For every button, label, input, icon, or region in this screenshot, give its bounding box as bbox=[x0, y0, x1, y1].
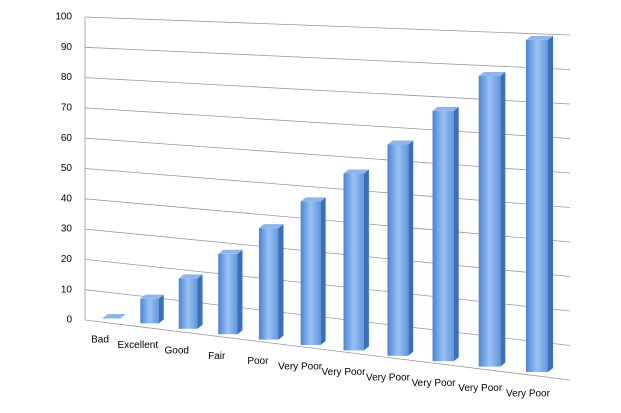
bar-side bbox=[453, 106, 459, 362]
bar-top bbox=[300, 197, 326, 202]
y-tick-label: 50 bbox=[61, 163, 73, 174]
y-tick-label: 90 bbox=[61, 42, 73, 53]
bar bbox=[103, 314, 126, 319]
bar bbox=[387, 140, 414, 356]
bar-top bbox=[178, 274, 203, 279]
y-tick-label: 10 bbox=[61, 284, 73, 295]
y-tick-label: 0 bbox=[66, 315, 72, 326]
x-tick-label: Good bbox=[164, 345, 188, 356]
bar bbox=[140, 294, 164, 324]
bar-front bbox=[343, 173, 364, 351]
bar-front bbox=[478, 75, 501, 367]
bar bbox=[432, 106, 459, 362]
bar-front bbox=[526, 39, 548, 372]
bar bbox=[300, 197, 326, 345]
x-tick-label: Very Poor bbox=[412, 378, 457, 389]
bar bbox=[258, 224, 284, 340]
bar-side bbox=[363, 169, 369, 351]
y-tick-label: 30 bbox=[61, 224, 73, 235]
grid-line bbox=[84, 16, 571, 36]
bar-side bbox=[237, 249, 243, 335]
x-tick-label: Very Poor bbox=[322, 367, 367, 378]
bar bbox=[526, 35, 553, 372]
x-tick-label: Bad bbox=[91, 335, 109, 346]
bar-front bbox=[300, 201, 321, 345]
bar-side bbox=[197, 274, 203, 329]
bar-front bbox=[387, 144, 409, 356]
x-tick-label: Fair bbox=[208, 351, 226, 362]
grid-line bbox=[84, 46, 571, 70]
y-tick-label: 40 bbox=[61, 193, 73, 204]
bar-side bbox=[320, 197, 326, 345]
bar-top bbox=[432, 106, 459, 111]
x-tick-label: Poor bbox=[247, 356, 269, 367]
bar-top bbox=[140, 294, 164, 299]
x-tick-label: Very Poor bbox=[278, 362, 323, 373]
bar-top bbox=[103, 314, 126, 318]
y-tick-label: 100 bbox=[55, 12, 72, 23]
bar-front bbox=[103, 318, 121, 319]
bar-top bbox=[258, 224, 284, 229]
bar-side bbox=[408, 140, 414, 356]
bar bbox=[178, 274, 203, 329]
bar-side bbox=[158, 294, 164, 324]
bar-top bbox=[218, 249, 243, 254]
x-tick-label: Very Poor bbox=[366, 372, 411, 383]
y-tick-label: 80 bbox=[61, 72, 73, 83]
bar-top bbox=[343, 169, 369, 174]
x-tick-label: Very Poor bbox=[506, 389, 551, 400]
bar-front bbox=[432, 110, 454, 362]
bar-front bbox=[258, 228, 279, 340]
y-tick-label: 60 bbox=[61, 133, 73, 144]
bar-front bbox=[178, 278, 198, 329]
bar-top bbox=[387, 140, 414, 145]
bar bbox=[478, 71, 506, 367]
bar-front bbox=[140, 298, 159, 324]
bar-top bbox=[526, 35, 553, 40]
x-tick-label: Excellent bbox=[118, 340, 159, 351]
bar-side bbox=[278, 224, 284, 340]
x-tick-label: Very Poor bbox=[458, 383, 503, 394]
y-tick-label: 20 bbox=[61, 254, 73, 265]
grid-line bbox=[84, 319, 571, 381]
bar-side bbox=[548, 35, 553, 372]
bar-front bbox=[218, 253, 238, 335]
bar bbox=[343, 169, 369, 351]
bar bbox=[218, 249, 243, 335]
bar-top bbox=[478, 71, 506, 76]
bar-side bbox=[500, 71, 506, 367]
y-tick-label: 70 bbox=[61, 103, 73, 114]
